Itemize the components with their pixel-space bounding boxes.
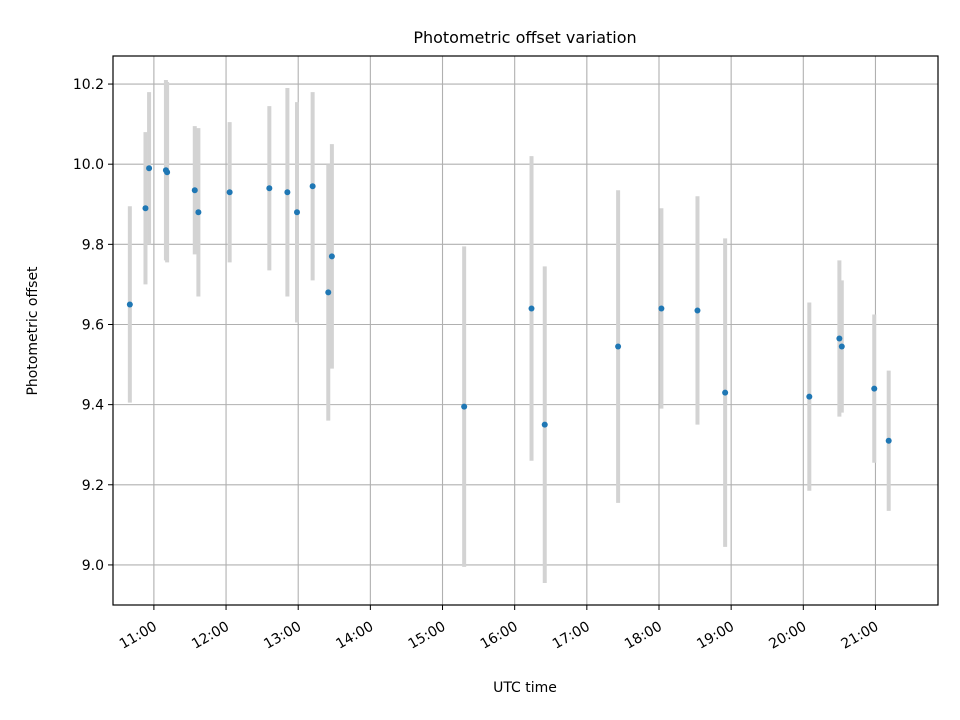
data-point bbox=[226, 189, 233, 196]
y-tick-label: 9.2 bbox=[82, 478, 104, 494]
x-tick-label: 16:00 bbox=[478, 619, 521, 653]
data-point bbox=[836, 335, 843, 342]
chart-title: Photometric offset variation bbox=[413, 28, 636, 47]
x-tick-label: 19:00 bbox=[694, 619, 737, 653]
x-tick-label: 21:00 bbox=[839, 619, 882, 653]
data-point bbox=[126, 301, 133, 308]
data-point bbox=[191, 187, 198, 194]
data-point bbox=[722, 389, 729, 396]
data-point bbox=[328, 253, 335, 260]
data-point bbox=[294, 209, 301, 216]
data-point bbox=[871, 385, 878, 392]
y-tick-label: 9.4 bbox=[82, 398, 104, 414]
data-point bbox=[266, 185, 273, 192]
y-tick-label: 10.2 bbox=[73, 77, 104, 93]
x-tick-label: 13:00 bbox=[261, 619, 304, 653]
data-point bbox=[658, 305, 665, 312]
data-point bbox=[164, 169, 171, 176]
data-point bbox=[528, 305, 535, 312]
data-point bbox=[806, 393, 813, 400]
data-point bbox=[284, 189, 291, 196]
x-tick-label: 14:00 bbox=[333, 619, 376, 653]
data-point bbox=[461, 403, 468, 410]
data-point bbox=[838, 343, 845, 350]
x-axis-label: UTC time bbox=[493, 680, 557, 696]
data-point bbox=[146, 165, 153, 172]
y-tick-label: 10.0 bbox=[73, 157, 104, 173]
x-tick-label: 17:00 bbox=[550, 619, 593, 653]
y-tick-label: 9.8 bbox=[82, 237, 104, 253]
plot-area-frame bbox=[112, 55, 939, 606]
data-point bbox=[325, 289, 332, 296]
y-axis-label: Photometric offset bbox=[25, 266, 41, 396]
data-point bbox=[142, 205, 149, 212]
data-points bbox=[126, 165, 892, 444]
grid bbox=[113, 56, 938, 605]
x-tick-label: 15:00 bbox=[406, 619, 449, 653]
y-tick-label: 9.0 bbox=[82, 558, 104, 574]
data-point bbox=[309, 183, 316, 190]
data-point bbox=[694, 307, 701, 314]
x-tick-label: 20:00 bbox=[766, 619, 809, 653]
y-tick-label: 9.6 bbox=[82, 317, 104, 333]
x-tick-label: 11:00 bbox=[117, 619, 160, 653]
error-bars bbox=[127, 80, 891, 583]
data-point bbox=[195, 209, 202, 216]
x-tick-label: 18:00 bbox=[622, 619, 665, 653]
data-point bbox=[541, 421, 548, 428]
x-tick-label: 12:00 bbox=[189, 619, 232, 653]
data-point bbox=[615, 343, 622, 350]
y-axis-ticks: 9.0 9.2 9.4 9.6 9.8 10.0 10.2 bbox=[73, 77, 113, 574]
data-point bbox=[885, 437, 892, 444]
x-axis-ticks: 11:00 12:00 13:00 14:00 15:00 16:00 17:00 18:00… bbox=[117, 605, 882, 653]
